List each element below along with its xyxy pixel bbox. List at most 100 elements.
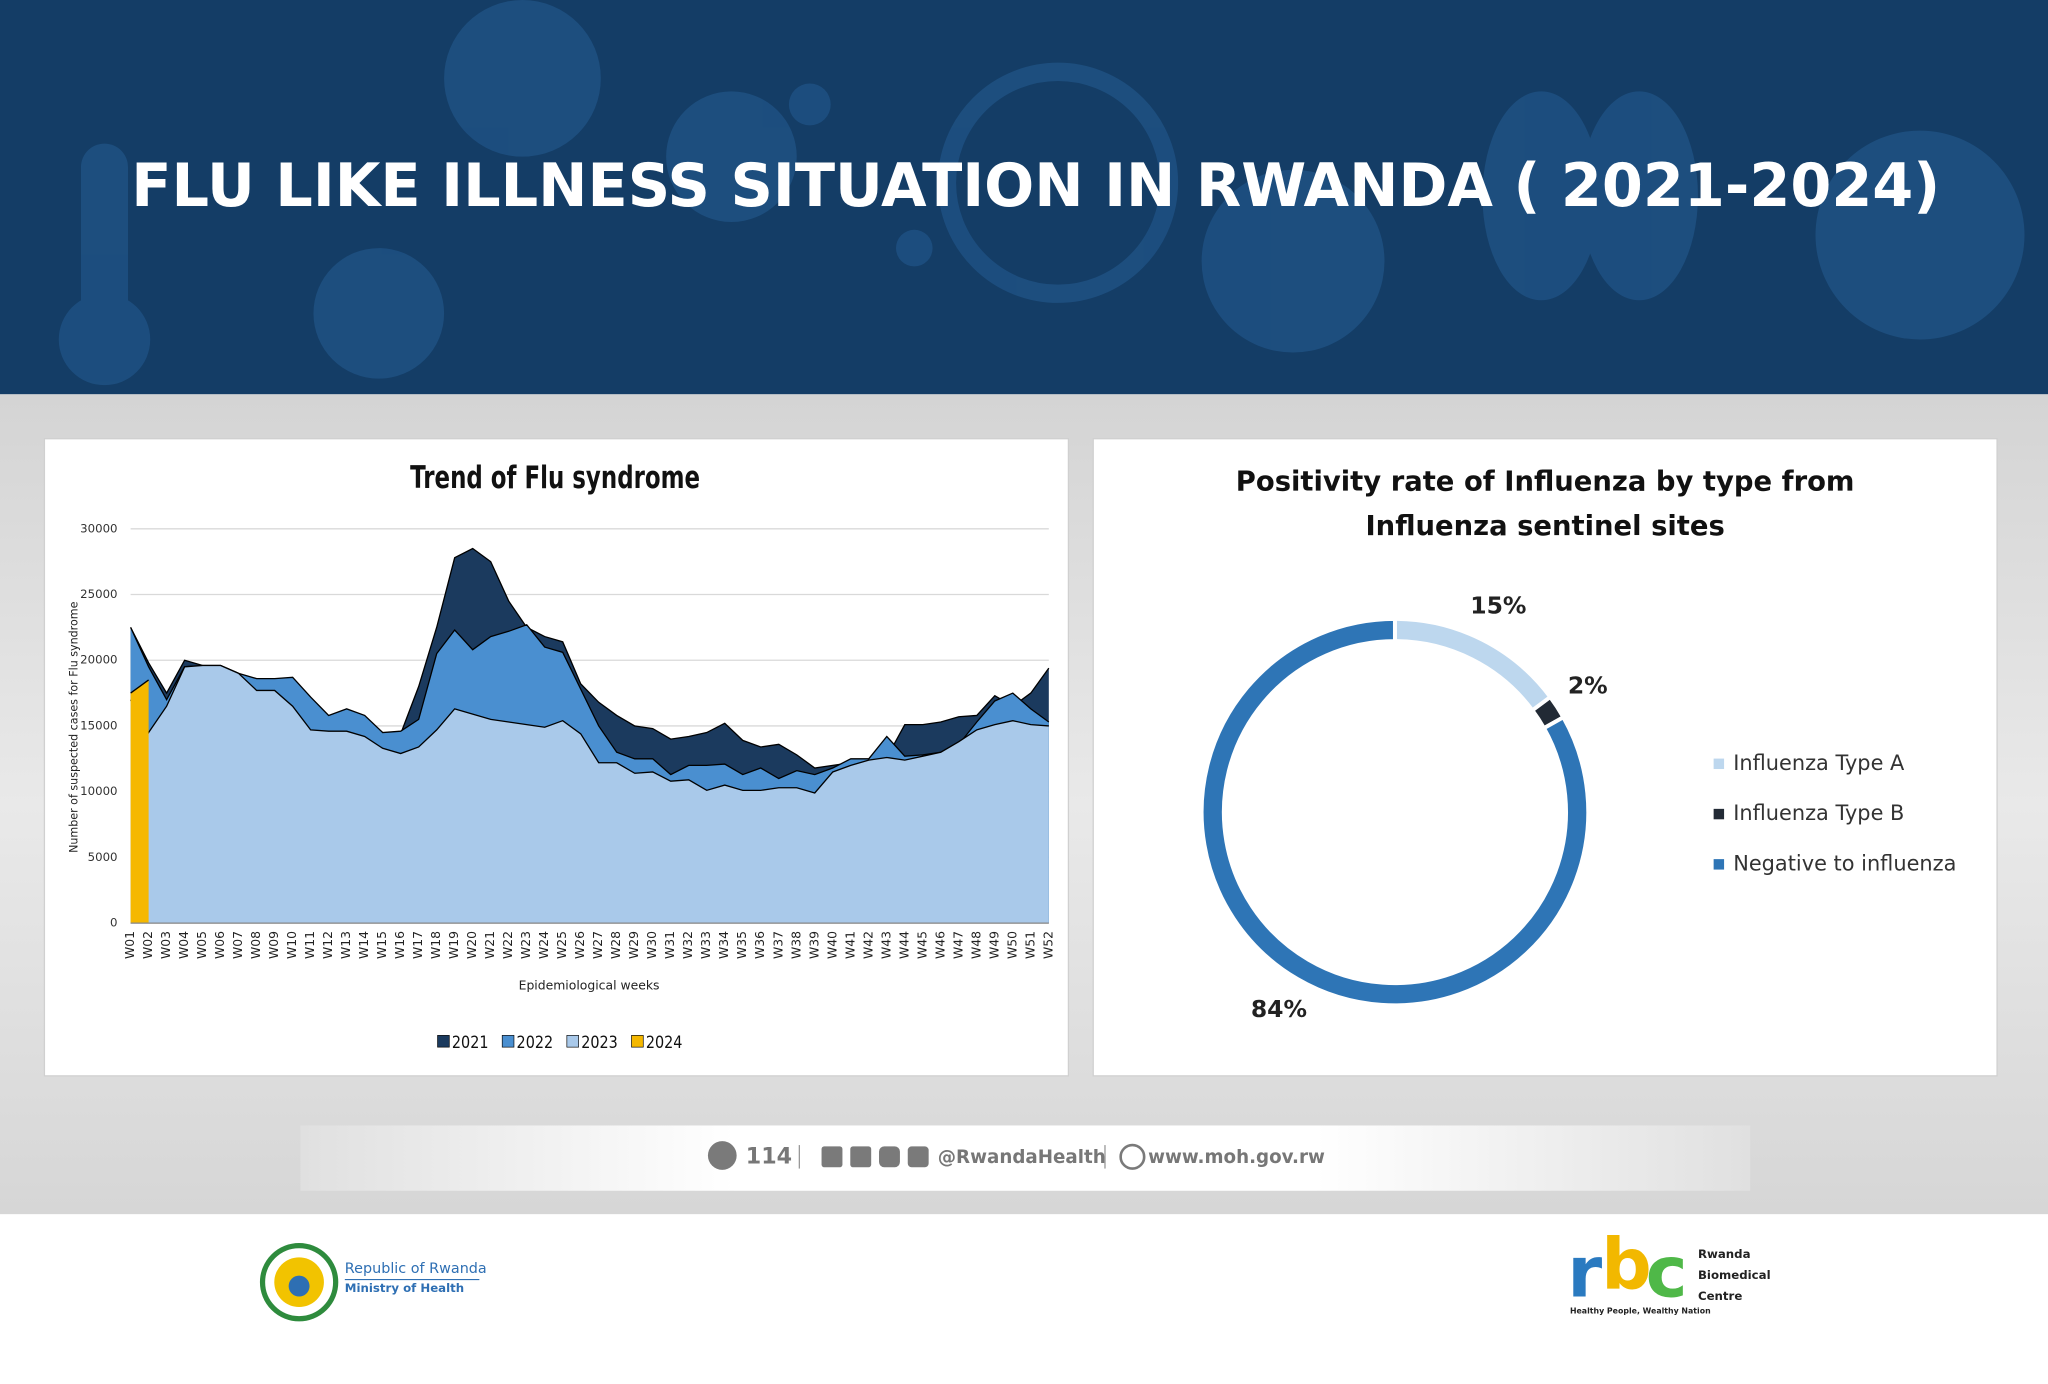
legend-label: Influenza Type A [1733,751,1905,775]
area-outline [130,664,1049,794]
contact-strip [300,1125,1751,1191]
value-label: 84% [1251,995,1307,1023]
x-tick-label: W37 [770,931,785,959]
moh-emblem [259,1242,339,1322]
x-tick-label: W27 [590,931,605,959]
x-tick-label: W19 [446,931,461,959]
x-tick-label: W23 [518,931,533,959]
rbc-letter: c [1646,1231,1688,1313]
chart-title: Influenza sentinel sites [1365,511,1724,542]
legend-label: 2023 [581,1033,618,1053]
x-tick-label: W26 [572,931,587,959]
x-tick-label: W16 [392,931,407,959]
rbc-letter: b [1601,1224,1651,1306]
contact-icons [707,1141,1146,1170]
legend-label: 2021 [452,1033,489,1053]
x-tick-label: W30 [644,931,659,959]
x-tick-label: W07 [230,931,245,959]
x-tick-label: W38 [788,931,803,959]
rbc-name: Centre [1698,1289,1742,1303]
y-tick-label: 0 [110,916,117,930]
x-tick-label: W11 [302,931,317,959]
legend-swatch [437,1035,450,1048]
legend-swatch [1713,859,1725,870]
social-handle: @RwandaHealth [938,1147,1106,1168]
x-tick-label: W15 [374,931,389,959]
x-tick-label: W42 [860,931,875,959]
area-fill [130,679,149,924]
donut-chart-card [1092,438,1998,1077]
area-outline [130,623,1050,780]
x-tick-label: W44 [896,931,911,959]
x-tick-label: W36 [752,931,767,959]
y-tick-label: 30000 [80,521,117,535]
website: www.moh.gov.rw [1148,1147,1325,1168]
value-label: 2% [1568,672,1608,700]
legend-swatch [1713,808,1725,820]
rbc-name: Biomedical [1698,1268,1771,1282]
x-tick-label: W04 [176,931,191,959]
legend-swatch [501,1035,515,1048]
legend-label: 2024 [646,1033,683,1053]
legend-swatch [566,1035,579,1048]
x-tick-label: W48 [968,931,983,959]
x-tick-label: W18 [428,931,443,959]
x-tick-label: W01 [122,931,137,959]
x-tick-label: W09 [266,931,281,959]
area-chart: Trend of Flu syndrome 0 5000 10000 15000 2000… [67,460,1055,1053]
x-tick-label: W41 [842,931,857,959]
x-tick-label: W33 [698,931,713,959]
x-tick-label: W29 [626,931,641,959]
donut-segment [1199,616,1591,1008]
x-tick-label: W25 [554,931,569,959]
x-tick-label: W49 [986,931,1001,959]
x-tick-label: W24 [536,931,551,959]
value-label: 15% [1470,591,1526,619]
x-tick-label: W08 [248,931,263,959]
rbc-tagline: Healthy People, Wealthy Nation [1570,1306,1711,1315]
y-axis-label: Number of suspected cases for Flu syndro… [67,601,80,853]
logo-area [0,1214,2048,1384]
x-tick-label: W46 [932,931,947,959]
x-tick-label: W21 [482,931,497,959]
x-tick-label: W17 [410,931,425,959]
x-tick-label: W06 [212,931,227,959]
x-tick-label: W22 [500,931,515,959]
x-tick-label: W13 [338,931,353,959]
y-tick-label: 5000 [88,850,118,864]
x-tick-label: W28 [608,931,623,959]
y-tick-label: 20000 [80,653,117,667]
x-tick-label: W02 [140,931,155,959]
y-tick-label: 10000 [80,784,117,798]
legend-label: 2022 [517,1033,554,1053]
x-tick-label: W52 [1040,931,1055,959]
x-tick-label: W31 [662,931,677,959]
chart-title: Positivity rate of Influenza by type fro… [1236,467,1855,498]
rbc-letter: r [1567,1231,1602,1313]
x-tick-label: W12 [320,931,335,959]
x-tick-label: W47 [950,931,965,959]
x-tick-label: W32 [680,931,695,959]
x-tick-label: W14 [356,931,371,959]
x-tick-label: W50 [1004,931,1019,959]
legend-swatch [1713,758,1725,770]
moh-line: Ministry of Health [345,1281,464,1295]
header-decoration [58,0,2025,386]
x-tick-label: W40 [824,931,839,959]
x-tick-label: W39 [806,931,821,959]
donut-chart: Positivity rate of Influenza by type fro… [1199,467,1956,1023]
chart-title: Trend of Flu syndrome [410,460,700,496]
legend-label: Negative to influenza [1733,851,1956,875]
legend-swatch [631,1035,644,1048]
x-tick-label: W34 [716,931,731,959]
x-tick-label: W20 [464,931,479,959]
x-axis-label: Epidemiological weeks [519,977,660,992]
x-tick-label: W35 [734,931,749,959]
phone-number: 114 [746,1143,792,1169]
x-tick-label: W45 [914,931,929,959]
x-tick-label: W43 [878,931,893,959]
area-fill [130,665,1049,924]
page-title: FLU LIKE ILLNESS SITUATION IN RWANDA ( 2… [131,151,1940,221]
